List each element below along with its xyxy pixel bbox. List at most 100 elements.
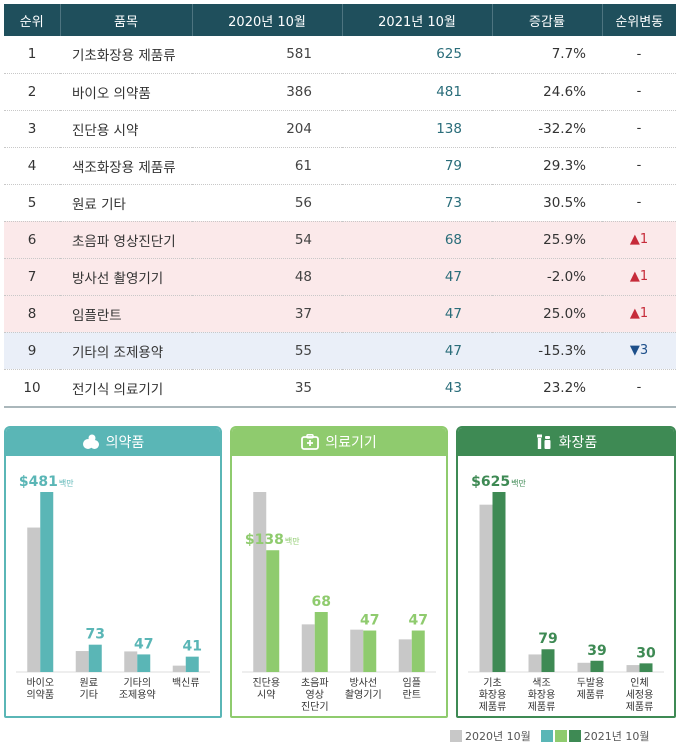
cosmetics-panel-header: 화장품 [458,428,674,456]
device-panel: 의료기기 $138백만 진단용 시약 68 초음파 영상 진단기 47 방사선 촬영기기 47 임플 란… [230,426,448,718]
bar-2021 [185,656,199,672]
cell-rank: 2 [4,73,60,111]
table-row: 7 방사선 촬영기기 48 47 -2.0% ▲1 [4,258,676,296]
header-item: 품목 [60,4,193,36]
cell-v2020: 56 [192,184,342,222]
cell-movement: - [602,73,676,111]
legend-swatch-2021-pharma [540,730,553,742]
pharma-panel-title: 의약품 [105,435,145,451]
cell-movement: - [602,369,676,407]
bar-2020 [350,629,364,672]
bar-2020 [577,662,591,672]
value-label: 47 [134,636,153,652]
table-row: 10 전기식 의료기기 35 43 23.2% - [4,369,676,407]
table-row: 5 원료 기타 56 73 30.5% - [4,184,676,222]
cell-name: 전기식 의료기기 [60,369,192,407]
cell-rank: 10 [4,369,60,407]
category-label: 두발용 제품류 [577,677,605,701]
cell-name: 초음파 영상진단기 [60,221,192,259]
cell-change: 24.6% [492,73,602,111]
value-label: 41 [183,639,202,655]
legend-swatch-2020 [450,730,462,742]
cell-v2021: 138 [342,110,492,148]
cell-rank: 4 [4,147,60,185]
cell-movement: - [602,184,676,222]
value-unit: 백만 [511,478,526,488]
cell-rank: 9 [4,332,60,370]
bar-2020 [75,651,89,672]
header-movement: 순위변동 [602,4,676,36]
cell-v2020: 37 [192,295,342,333]
bar-2021 [639,663,653,672]
category-label: 진단용 시약 [252,677,280,701]
cell-v2021: 47 [342,332,492,370]
value-unit: 백만 [59,478,74,488]
header-2021: 2021년 10월 [342,4,493,36]
cell-v2021: 625 [342,36,492,74]
cell-change: 25.0% [492,295,602,333]
value-label: 73 [86,627,105,643]
chart-legend: 2020년 10월 2021년 10월 [450,728,649,744]
category-label: 바이오 의약품 [26,677,54,701]
cell-rank: 6 [4,221,60,259]
cosmetics-panel: 화장품 $625백만 기초 화장용 제품류 79 색조 화장용 제품류 39 두발용 제품류 30 인체… [456,426,676,718]
category-label: 기타의 조제용약 [119,677,156,701]
table-row: 2 바이오 의약품 386 481 24.6% - [4,73,676,111]
table-header-row: 순위 품목 2020년 10월 2021년 10월 증감률 순위변동 [4,4,676,36]
cell-change: -2.0% [492,258,602,296]
cell-v2020: 204 [192,110,342,148]
bar-2021 [590,660,604,672]
cell-v2021: 481 [342,73,492,111]
cell-name: 원료 기타 [60,184,192,222]
pharma-panel-header: 의약품 [6,428,220,456]
legend-label-2021: 2021년 10월 [583,730,650,743]
bar-2021 [541,649,555,672]
cell-name: 기초화장용 제품류 [60,36,192,74]
cell-v2020: 48 [192,258,342,296]
cell-movement: ▼3 [602,332,676,370]
bar-2020 [253,492,267,672]
cell-movement: - [602,147,676,185]
category-label: 인체 세정용 제품류 [626,677,654,713]
legend-label-2020: 2020년 10월 [465,730,531,743]
category-label: 임플 란트 [403,676,421,701]
cell-movement: ▲1 [602,295,676,333]
table-row: 8 임플란트 37 47 25.0% ▲1 [4,295,676,333]
value-unit: 백만 [285,536,300,546]
legend-swatch-2021-cosmetics [568,730,581,742]
category-label: 원료 기타 [80,677,98,701]
cell-name: 진단용 시약 [60,110,192,148]
cell-rank: 1 [4,36,60,74]
bar-2020 [301,624,315,672]
cosmetics-icon [536,434,551,449]
category-label: 백신류 [172,677,200,689]
cell-change: -15.3% [492,332,602,370]
ranking-table: 순위 품목 2020년 10월 2021년 10월 증감률 순위변동 1 기초화장… [4,4,676,407]
header-rank: 순위 [4,4,61,36]
table-row: 4 색조화장용 제품류 61 79 29.3% - [4,147,676,185]
cell-movement: ▲1 [602,221,676,259]
cell-change: 7.7% [492,36,602,74]
header-change: 증감률 [492,4,603,36]
bar-2020 [27,527,41,672]
value-label: 39 [587,643,606,659]
bar-2021 [40,492,54,672]
cell-rank: 7 [4,258,60,296]
cell-v2020: 35 [192,369,342,407]
legend-swatch-2021-device [554,730,567,742]
cell-name: 기타의 조제용약 [60,332,192,370]
cell-change: 23.2% [492,369,602,407]
bar-2021 [314,612,328,672]
cell-name: 방사선 촬영기기 [60,258,192,296]
cell-v2021: 73 [342,184,492,222]
cell-v2020: 55 [192,332,342,370]
bar-2021 [411,630,425,672]
value-label: $625백만 [471,474,526,490]
header-2020: 2020년 10월 [192,4,343,36]
cell-v2021: 43 [342,369,492,407]
cell-change: 25.9% [492,221,602,259]
value-label: 68 [312,594,331,610]
